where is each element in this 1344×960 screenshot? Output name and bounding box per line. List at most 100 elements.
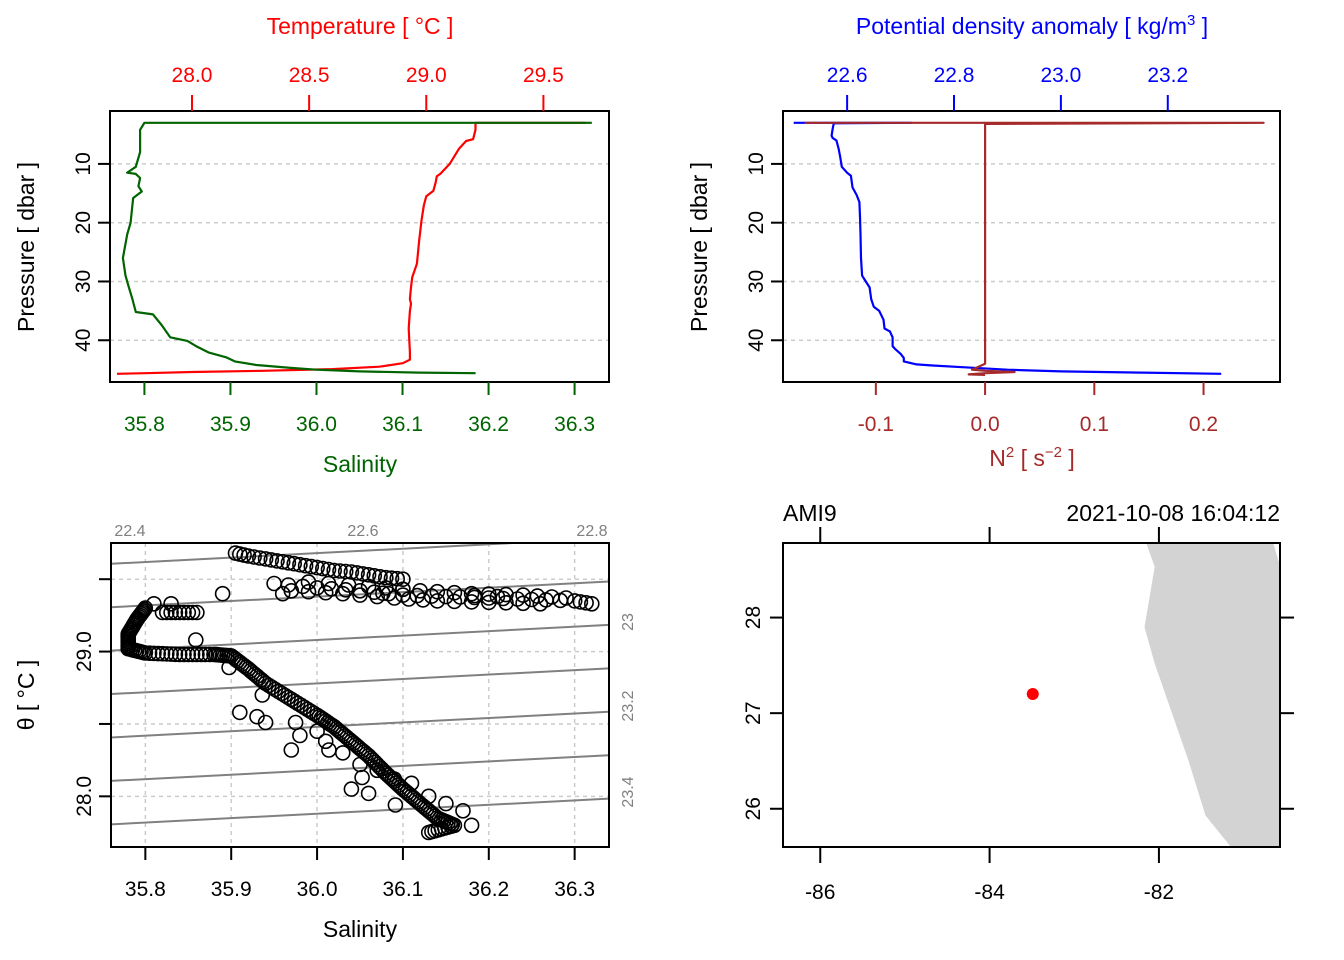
ts-point [254,687,271,703]
y-tick-label: 30 [72,270,95,293]
x-tick-label: 36.1 [382,878,423,901]
temperature-tick-label: 28.5 [289,64,330,87]
x-tick-label: 35.9 [211,878,252,901]
ts-point [309,723,325,740]
y-tick-label: 40 [72,329,95,352]
grid-lines [783,163,1280,342]
n2-tick-label: 0.1 [1080,413,1109,436]
ts-point [280,554,297,571]
ts-point [352,756,368,773]
ts-point [498,594,514,611]
y-tick-label: 10 [72,152,95,175]
land-polygon [1144,543,1280,847]
ts-point [463,585,480,602]
ts-point [321,742,337,758]
ts-point [566,593,583,609]
ts-point [154,645,171,662]
temperature-line [116,121,586,375]
salinity-line [121,121,592,375]
station-datetime: 2021-10-08 16:04:12 [1066,500,1280,526]
ts-point [146,645,162,662]
isopycnal-line [111,667,609,696]
y-tick-label: 28.0 [73,776,96,817]
axis-ticks: 10 20 30 40 22.6 22.8 23.0 23.2 -0.1 0.0 0.1 0.2 [745,64,1218,436]
lon-tick-label: -84 [974,881,1005,904]
x-tick-label: 36.2 [468,878,509,901]
ts-point [572,594,589,610]
plot-frame [782,110,1281,383]
x-tick-label: 36.3 [554,878,595,901]
isopycnal-label: 22.6 [347,523,378,540]
density-tick-label: 22.6 [827,64,868,87]
profile-density-n2-panel: Potential density anomaly [ kg/m3 ] 1020… [686,12,1281,471]
ts-point [377,569,394,586]
station-marker[interactable] [1026,688,1039,701]
isopycnal-line [111,580,609,609]
density-label-main: Potential density anomaly [ kg/m [856,13,1187,39]
ts-point [263,552,280,568]
ts-point [340,577,357,593]
isopycnal-label: 23.2 [620,690,637,721]
ts-point [332,563,348,579]
ts-point [429,593,446,609]
ts-point [163,604,179,621]
ts-point [167,604,184,621]
y-tick-label: 30 [745,270,768,293]
profile-lines [116,121,592,375]
ts-point [274,553,291,570]
ts-point [420,824,437,841]
ts-point [446,593,463,610]
density-axis-label: Potential density anomaly [ kg/m3 ] [856,12,1208,39]
density-tick-label: 22.8 [934,64,975,87]
isopycnal-label: 22.8 [576,523,607,540]
ts-point [221,659,237,676]
ts-point [360,566,377,583]
ts-point [137,645,154,661]
isopycnal-line [111,543,533,565]
ts-point [286,555,303,572]
ts-point [184,646,201,663]
ts-point [292,556,308,573]
n2-label-end: ] [1062,445,1075,471]
n2-label-main: N [989,445,1006,471]
ts-point [201,646,218,663]
station-map-panel: -86 -84 -82 26 27 28 AMI9 2021-10-08 16:04:12 [742,500,1294,904]
ts-point [257,551,274,567]
ts-point [176,646,192,663]
n2-line [804,121,1265,376]
ts-point [240,548,257,564]
ts-point [558,590,574,606]
ts-point [317,733,334,750]
ts-point [171,646,188,663]
ts-point [438,588,454,605]
plot-frame [109,110,610,383]
ts-point [343,781,360,797]
isopycnal-label: 22.4 [114,523,145,540]
isopycnal-line [111,754,609,782]
y-tick-label: 20 [745,211,768,234]
salinity-tick-label: 36.2 [468,413,509,436]
ts-point [257,714,274,731]
ts-point [532,595,549,612]
ts-point [193,646,209,663]
ts-point [463,594,480,610]
plot-frame [110,542,610,848]
n2-tick-label: 0.2 [1189,413,1218,436]
profile-temperature-salinity-panel: Temperature [ °C ] 10 20 30 40 35.8 35.9 36.0 3… [13,13,610,477]
salinity-axis-label: Salinity [323,916,398,942]
ts-point [303,558,320,575]
ts-point [320,575,337,592]
temperature-tick-label: 28.0 [172,64,213,87]
ts-point [429,583,446,600]
density-label-end: ] [1195,13,1208,39]
n2-tick-label: -0.1 [858,413,894,436]
ts-point [141,645,158,662]
ts-point [314,560,331,577]
ts-point [317,584,334,601]
ts-point [412,582,428,599]
ts-point [180,604,197,621]
lat-tick-label: 28 [742,606,765,629]
ts-point [515,595,531,612]
isopycnal-line [111,710,609,739]
